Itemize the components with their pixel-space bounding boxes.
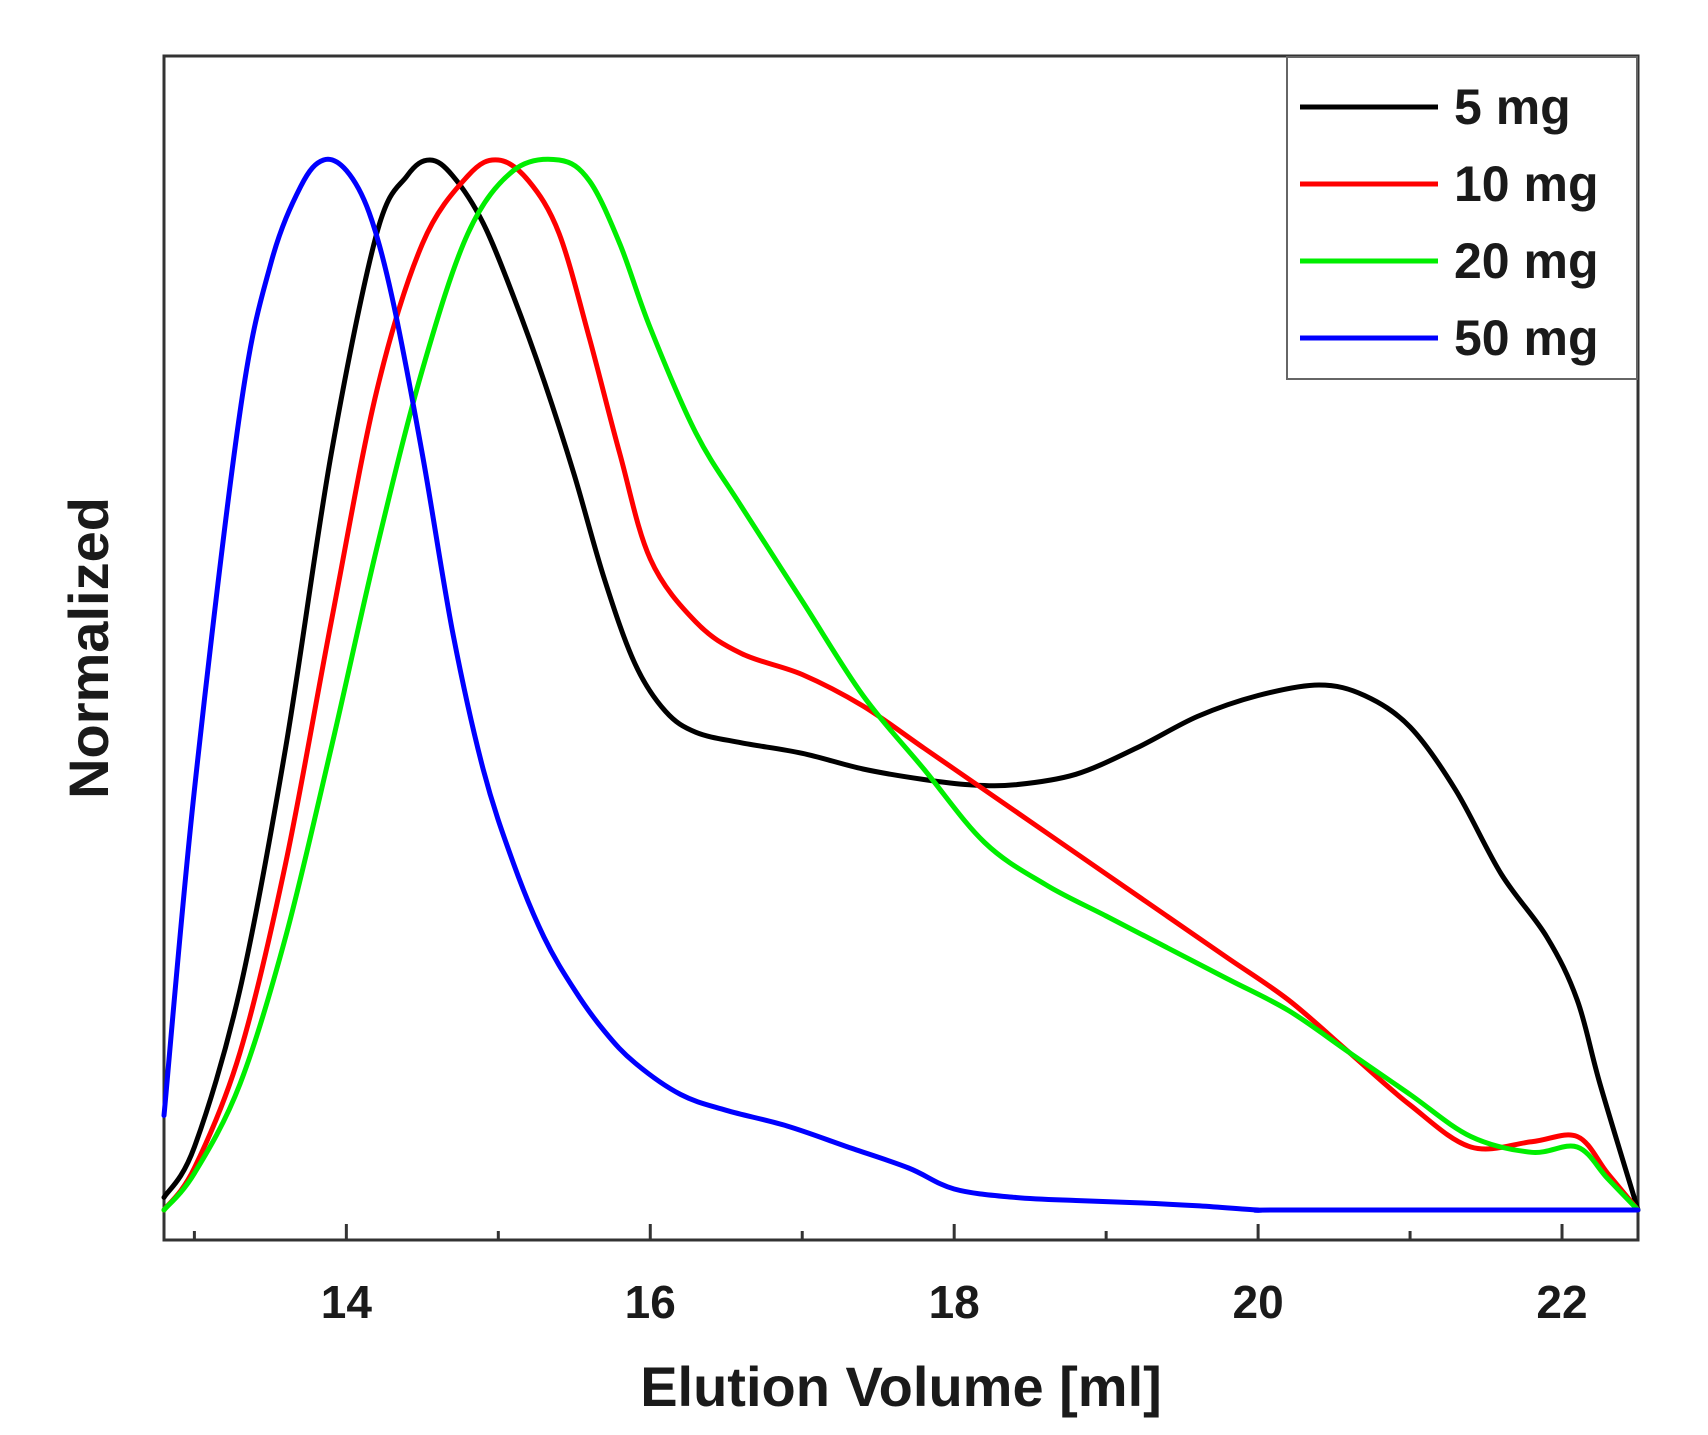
legend-box <box>1286 56 1638 380</box>
y-axis-label: Normalized <box>57 497 120 799</box>
legend: 5 mg 10 mg 20 mg 50 mg <box>1286 56 1638 380</box>
x-tick-label: 16 <box>625 1276 676 1328</box>
legend-label: 5 mg <box>1454 79 1571 135</box>
legend-label: 50 mg <box>1454 310 1599 366</box>
x-axis-ticks <box>192 1224 1564 1240</box>
series-line-50-mg <box>161 156 1641 1213</box>
series-line-20-mg <box>161 156 1641 1213</box>
x-tick-label: 20 <box>1233 1276 1284 1328</box>
x-axis-tick-labels: 14 16 18 20 22 <box>321 1276 1588 1328</box>
legend-label: 20 mg <box>1454 233 1599 289</box>
x-tick-label: 14 <box>321 1276 373 1328</box>
series-layer <box>161 156 1641 1213</box>
legend-label: 10 mg <box>1454 156 1599 212</box>
x-axis-label: Elution Volume [ml] <box>640 1355 1162 1418</box>
series-line-5-mg <box>161 157 1641 1213</box>
x-tick-label: 18 <box>929 1276 980 1328</box>
x-tick-label: 22 <box>1536 1276 1587 1328</box>
